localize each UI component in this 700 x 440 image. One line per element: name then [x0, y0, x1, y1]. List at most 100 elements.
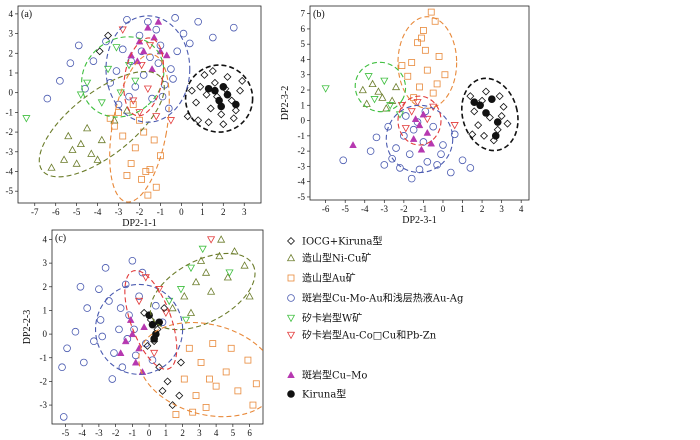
legend-marker-w-skarn: [286, 314, 296, 323]
data-point-iocg: [229, 114, 238, 123]
data-point-orogenic-au: [222, 368, 230, 376]
data-point-kiruna: [491, 132, 500, 140]
legend-marker-ni-cu: [286, 253, 296, 262]
data-point-orogenic-au: [227, 344, 235, 352]
y-tick-label: -1: [298, 131, 306, 141]
data-point-porphyry: [402, 112, 410, 120]
y-tick-label: -3: [6, 147, 14, 157]
x-tick-label: 4: [519, 204, 524, 214]
data-point-iocg: [192, 98, 201, 107]
data-point-iocg: [503, 119, 512, 128]
x-axis-label: DP2-3-1: [402, 215, 436, 226]
data-point-kiruna: [476, 101, 484, 110]
data-point-orogenic-au: [234, 387, 242, 395]
data-point-porphyry: [339, 156, 348, 165]
data-point-orogenic-au: [418, 34, 425, 42]
data-point-orogenic-au: [136, 116, 143, 124]
data-point-au-cu-pbzn: [397, 102, 406, 110]
confidence-ellipse-au-cu-pbzn: [397, 95, 442, 146]
data-point-iocg: [158, 386, 167, 395]
data-point-orogenic-au: [429, 89, 437, 97]
data-point-porphyry: [98, 332, 107, 341]
y-tick-label: 3: [9, 29, 14, 39]
data-point-porphyry: [108, 375, 117, 383]
data-point-ni-cu: [223, 273, 232, 281]
data-point-porphyry: [115, 325, 123, 334]
legend-item-porphyry: 斑岩型Cu-Mo-Au和浅层热液Au-Ag: [287, 292, 464, 305]
data-point-ni-cu: [64, 131, 73, 140]
data-point-porphyry: [63, 344, 71, 353]
data-point-kiruna: [148, 320, 157, 329]
x-tick-label: -4: [94, 207, 102, 217]
data-point-porphyry: [466, 164, 475, 172]
data-point-porphyry: [56, 77, 64, 85]
data-point-orogenic-au: [144, 191, 152, 199]
data-point-porphyry-cumo: [419, 110, 428, 118]
data-point-iocg: [238, 76, 247, 85]
y-axis-label: DP2-3-2: [280, 86, 291, 120]
data-point-w-skarn: [364, 73, 373, 81]
data-point-kiruna: [482, 109, 490, 117]
plot-frame: [51, 229, 264, 425]
data-point-porphyry: [83, 304, 91, 312]
data-point-porphyry-cumo: [131, 358, 140, 366]
data-point-porphyry: [396, 164, 404, 172]
data-point-porphyry: [384, 122, 393, 131]
data-point-iocg: [176, 358, 185, 367]
data-point-porphyry: [446, 168, 455, 177]
y-tick-label: -5: [298, 192, 306, 202]
data-point-orogenic-au: [115, 108, 122, 116]
data-point-porphyry-cumo: [423, 128, 432, 136]
x-tick-label: 0: [179, 207, 184, 217]
data-point-au-cu-pbzn: [135, 109, 144, 117]
data-point-porphyry: [429, 122, 437, 131]
data-point-porphyry: [66, 59, 75, 67]
data-point-ni-cu: [68, 145, 77, 153]
data-point-orogenic-au: [423, 66, 431, 74]
legend-item-au-cu-pbzn: 矽卡岩型Au-Co□Cu和Pb-Zn: [286, 329, 437, 342]
data-point-au-cu-pbzn: [143, 85, 152, 93]
data-point-ni-cu: [76, 139, 85, 148]
legend-label: IOCG+Kiruna型: [302, 235, 382, 248]
data-point-iocg: [204, 118, 213, 127]
data-point-au-cu-pbzn: [401, 125, 410, 133]
confidence-ellipse-au-cu-pbzn: [124, 269, 178, 370]
y-tick-label: -2: [298, 146, 306, 156]
y-tick-label: 2: [301, 85, 306, 95]
data-point-porphyry: [209, 33, 217, 42]
y-tick-label: 4: [9, 9, 14, 19]
data-point-kiruna: [217, 102, 225, 111]
data-point-ni-cu: [368, 79, 377, 88]
data-point-ni-cu: [215, 251, 224, 260]
data-point-orogenic-au: [398, 62, 406, 69]
y-tick-label: -3: [40, 400, 48, 410]
data-point-porphyry: [128, 256, 137, 265]
data-point-porphyry-cumo: [162, 51, 171, 59]
data-point-porphyry: [101, 264, 110, 272]
data-point-ni-cu: [388, 96, 397, 104]
legend-label: 斑岩型Cu–Mo: [302, 369, 367, 382]
data-point-ni-cu: [378, 93, 387, 101]
data-point-porphyry: [148, 356, 157, 364]
data-point-iocg: [482, 87, 490, 96]
data-point-iocg: [217, 110, 226, 119]
data-point-w-skarn: [124, 61, 134, 70]
data-point-au-cu-pbzn: [152, 113, 161, 121]
y-tick-label: -1: [40, 353, 48, 363]
panel-label: (a): [21, 9, 32, 20]
data-point-orogenic-au: [410, 94, 418, 102]
data-point-orogenic-au: [420, 27, 427, 34]
legend-label: 造山型Au矿: [302, 272, 356, 285]
data-point-w-skarn: [198, 245, 207, 254]
data-point-porphyry: [96, 316, 105, 324]
x-tick-label: 6: [247, 428, 252, 438]
y-tick-label: 3: [301, 70, 306, 80]
data-point-ni-cu: [47, 163, 56, 171]
x-tick-label: 0: [147, 428, 152, 438]
x-tick-label: -3: [95, 428, 103, 438]
panel-b: -6 -5 -4 -3 -2 -1 0 1 2 3 4 -5 -4 -3 -2 -1 0 1 2 3 4 5 6 7 DP2-3…: [280, 5, 530, 226]
data-point-ni-cu: [60, 155, 69, 163]
legend-item-orogenic-au: 造山型Au矿: [287, 272, 356, 285]
data-point-porphyry-cumo: [417, 145, 426, 153]
y-tick-label: 1: [301, 100, 306, 110]
